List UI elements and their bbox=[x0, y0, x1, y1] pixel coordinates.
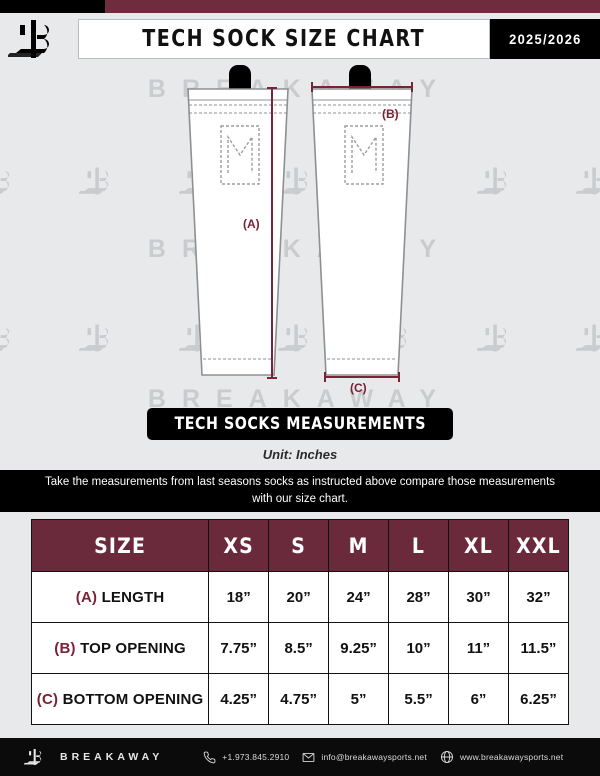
dimension-label-b: (B) bbox=[382, 107, 399, 121]
row-label-length: (A) LENGTH bbox=[30, 571, 210, 623]
cell-bottom-opening-l: 5.5” bbox=[388, 673, 450, 725]
dimension-label-c: (C) bbox=[350, 381, 367, 395]
dimension-rule-top-opening bbox=[311, 82, 413, 92]
breakaway-b-monogram-icon bbox=[79, 163, 123, 199]
footer-phone[interactable]: +1.973.845.2910 bbox=[203, 751, 289, 764]
measurements-title-plate: TECH SOCKS MEASUREMENTS bbox=[147, 408, 453, 440]
row-label-top-opening: (B) TOP OPENING bbox=[30, 622, 210, 674]
sock-diagram-group: (A) (B) (C) bbox=[0, 65, 600, 405]
watermark-logo-row bbox=[0, 320, 600, 356]
unit-label: Unit: Inches bbox=[262, 447, 338, 462]
breakaway-b-monogram-icon bbox=[0, 163, 24, 199]
breakaway-b-monogram-icon bbox=[476, 163, 521, 199]
footer-contact-group: +1.973.845.2910 info@breakawaysports.net bbox=[203, 750, 563, 764]
table-header-s: S bbox=[268, 519, 330, 572]
breakaway-b-monogram-icon bbox=[476, 320, 521, 356]
cell-bottom-opening-xl: 6” bbox=[448, 673, 509, 725]
cell-length-xxl: 32” bbox=[507, 571, 570, 623]
footer-email-text: info@breakawaysports.net bbox=[321, 752, 427, 762]
dimension-label-a: (A) bbox=[243, 217, 260, 231]
envelope-icon bbox=[302, 751, 315, 764]
footer-phone-text: +1.973.845.2910 bbox=[222, 752, 290, 762]
table-header-size: SIZE bbox=[30, 519, 210, 572]
row-label-bottom-opening: (C) BOTTOM OPENING bbox=[30, 673, 210, 725]
size-chart-table-wrapper: SIZE XS S M L XL XXL (A) LENGTH 18” 20” … bbox=[30, 519, 570, 725]
breakaway-b-monogram-icon bbox=[24, 746, 50, 768]
breakaway-b-monogram-icon bbox=[0, 320, 24, 356]
hanger-tab-icon bbox=[229, 65, 251, 91]
cell-bottom-opening-s: 4.75” bbox=[268, 673, 330, 725]
footer-website[interactable]: www.breakawaysports.net bbox=[440, 750, 563, 764]
cell-length-xs: 18” bbox=[208, 571, 270, 623]
cell-top-opening-xxl: 11.5” bbox=[507, 622, 570, 674]
breakaway-b-monogram-icon bbox=[575, 320, 600, 356]
cell-top-opening-m: 9.25” bbox=[328, 622, 390, 674]
table-row: (C) BOTTOM OPENING 4.25” 4.75” 5” 5.5” 6… bbox=[30, 673, 570, 725]
table-header-xl: XL bbox=[448, 519, 509, 572]
page-title-text: TECH SOCK SIZE CHART bbox=[142, 26, 426, 52]
hanger-tab-icon bbox=[349, 65, 371, 91]
cell-length-m: 24” bbox=[328, 571, 390, 623]
top-accent-maroon bbox=[105, 0, 600, 13]
m-logo-stamp-icon bbox=[344, 125, 384, 185]
row-label-text: LENGTH bbox=[101, 588, 165, 606]
table-header-xxl: XXL bbox=[507, 519, 570, 572]
cell-bottom-opening-xs: 4.25” bbox=[208, 673, 270, 725]
sock-outline bbox=[187, 88, 289, 376]
table-header-l: L bbox=[388, 519, 450, 572]
breakaway-b-monogram-icon bbox=[79, 320, 123, 356]
cell-top-opening-s: 8.5” bbox=[268, 622, 330, 674]
footer-brand-name: BREAKAWAY bbox=[60, 751, 164, 763]
row-marker-a: (A) bbox=[75, 588, 98, 606]
row-label-text: TOP OPENING bbox=[80, 639, 186, 657]
cell-length-l: 28” bbox=[388, 571, 450, 623]
size-chart-table: SIZE XS S M L XL XXL (A) LENGTH 18” 20” … bbox=[30, 519, 570, 725]
footer-website-text: www.breakawaysports.net bbox=[459, 752, 564, 762]
cell-bottom-opening-m: 5” bbox=[328, 673, 390, 725]
row-marker-b: (B) bbox=[54, 639, 76, 657]
cell-length-s: 20” bbox=[268, 571, 330, 623]
table-row: (B) TOP OPENING 7.75” 8.5” 9.25” 10” 11”… bbox=[30, 622, 570, 674]
breakaway-b-monogram-icon bbox=[277, 163, 322, 199]
dimension-rule-length bbox=[267, 87, 277, 379]
m-logo-stamp-icon bbox=[220, 125, 260, 185]
breakaway-b-monogram-icon bbox=[575, 163, 600, 199]
dimension-rule-bottom-opening bbox=[324, 372, 400, 382]
season-badge: 2025/2026 bbox=[490, 19, 600, 59]
cell-length-xl: 30” bbox=[448, 571, 509, 623]
sock-diagram-right: (B) (C) bbox=[300, 65, 600, 405]
sock-diagram-left: (A) bbox=[0, 65, 300, 405]
cell-top-opening-xl: 11” bbox=[448, 622, 509, 674]
page-title: TECH SOCK SIZE CHART bbox=[78, 19, 490, 59]
cell-top-opening-xs: 7.75” bbox=[208, 622, 270, 674]
top-accent-black bbox=[0, 0, 105, 13]
page-footer: BREAKAWAY +1.973.845.2910 info@breaka bbox=[0, 738, 600, 776]
footer-email[interactable]: info@breakawaysports.net bbox=[302, 751, 427, 764]
table-row: (A) LENGTH 18” 20” 24” 28” 30” 32” bbox=[30, 571, 570, 623]
breakaway-b-monogram-icon bbox=[0, 13, 78, 65]
cell-top-opening-l: 10” bbox=[388, 622, 450, 674]
row-label-text: BOTTOM OPENING bbox=[62, 690, 204, 708]
top-accent-bar bbox=[0, 0, 600, 13]
breakaway-b-monogram-icon bbox=[277, 320, 322, 356]
table-header-xs: XS bbox=[208, 519, 270, 572]
cell-bottom-opening-xxl: 6.25” bbox=[507, 673, 570, 725]
phone-icon bbox=[203, 751, 216, 764]
globe-icon bbox=[440, 750, 454, 764]
table-header-row: SIZE XS S M L XL XXL bbox=[30, 519, 570, 572]
instruction-banner: Take the measurements from last seasons … bbox=[0, 470, 600, 512]
season-badge-text: 2025/2026 bbox=[508, 31, 582, 47]
measurements-title-text: TECH SOCKS MEASUREMENTS bbox=[174, 414, 426, 434]
table-header-m: M bbox=[328, 519, 390, 572]
row-marker-c: (C) bbox=[36, 690, 59, 708]
page-header: TECH SOCK SIZE CHART 2025/2026 bbox=[0, 13, 600, 65]
